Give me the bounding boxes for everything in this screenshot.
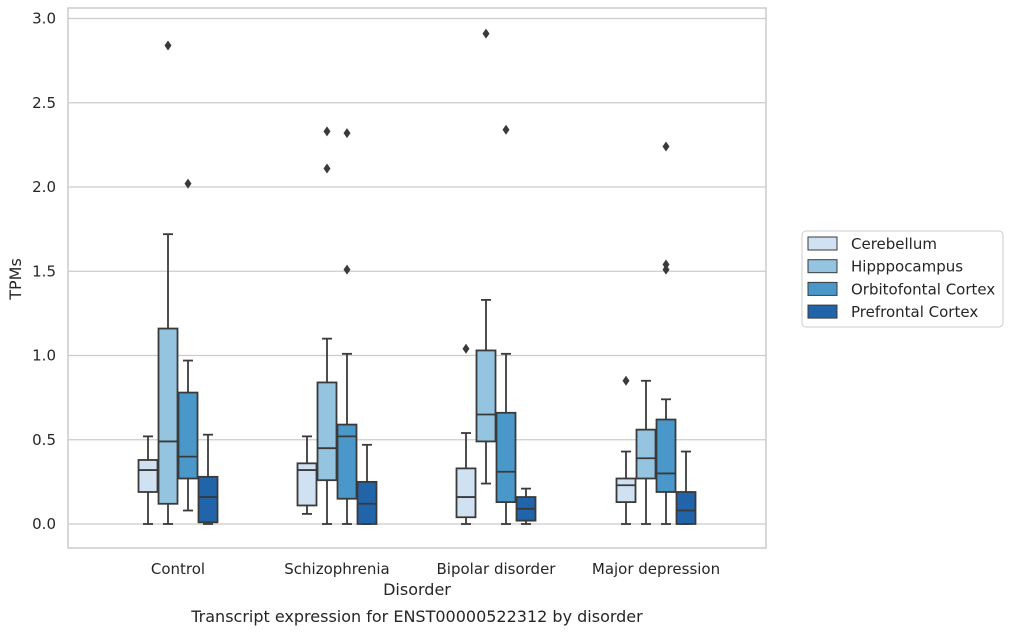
box-hipppocampus	[475, 28, 497, 485]
outlier-point	[502, 124, 510, 135]
outlier-point	[662, 141, 670, 152]
plot-area	[137, 28, 697, 525]
box-orbitofontal-cortex	[336, 128, 358, 525]
box-cerebellum	[296, 435, 318, 515]
legend-swatch	[807, 259, 838, 274]
x-tick-label: Schizophrenia	[284, 560, 389, 578]
box-hipppocampus	[316, 126, 338, 525]
box-iqr	[615, 477, 637, 503]
y-tick-label: 0.0	[32, 515, 56, 533]
box-iqr	[296, 462, 318, 507]
plot-frame	[67, 7, 767, 549]
legend-swatch	[807, 304, 838, 319]
legend-swatch	[807, 236, 838, 251]
box-iqr	[177, 391, 199, 480]
box-iqr	[475, 349, 497, 443]
outlier-point	[164, 40, 172, 51]
x-axis-title: Disorder	[383, 580, 451, 599]
y-tick-label: 2.0	[32, 178, 56, 196]
outlier-point	[323, 163, 331, 174]
box-iqr	[495, 411, 517, 503]
box-iqr	[336, 423, 358, 500]
legend: Cerebellum Hipppocampus Orbitofontal Corte…	[801, 230, 1004, 328]
box-iqr	[675, 491, 697, 525]
outlier-point	[343, 264, 351, 275]
y-tick-label: 1.0	[32, 347, 56, 365]
outlier-point	[482, 28, 490, 39]
box-cerebellum	[455, 343, 477, 525]
x-tick-label: Bipolar disorder	[437, 560, 557, 578]
box-prefrontal-cortex	[515, 487, 537, 525]
outlier-point	[343, 128, 351, 139]
outlier-point	[184, 178, 192, 189]
y-tick-label: 0.5	[32, 431, 56, 449]
outlier-point	[323, 126, 331, 137]
box-orbitofontal-cortex	[177, 178, 199, 512]
outlier-point	[622, 375, 630, 386]
box-iqr	[455, 467, 477, 519]
x-tick-label: Major depression	[592, 560, 720, 578]
box-iqr	[157, 327, 179, 505]
box-prefrontal-cortex	[356, 443, 378, 525]
legend-label: Prefrontal Cortex	[851, 303, 978, 321]
x-tick-label: Control	[151, 560, 205, 578]
legend-frame	[801, 230, 1004, 328]
box-prefrontal-cortex	[197, 433, 219, 525]
x-axis-ticks: Control Schizophrenia Bipolar disorder Majo…	[151, 560, 720, 578]
legend-label: Hipppocampus	[851, 258, 963, 276]
y-tick-label: 3.0	[32, 10, 56, 28]
legend-swatch	[807, 281, 838, 296]
y-axis-title: TPMs	[6, 258, 25, 301]
box-hipppocampus	[635, 379, 657, 525]
legend-label: Orbitofontal Cortex	[851, 280, 995, 298]
box-iqr	[655, 418, 677, 493]
box-orbitofontal-cortex	[495, 124, 517, 525]
box-iqr	[316, 381, 338, 482]
outlier-point	[462, 343, 470, 354]
box-hipppocampus	[157, 40, 179, 525]
y-tick-label: 2.5	[32, 94, 56, 112]
box-iqr	[635, 428, 657, 480]
box-iqr	[137, 459, 159, 493]
box-orbitofontal-cortex	[655, 141, 677, 525]
outlier-point	[662, 259, 670, 270]
y-axis-ticks: 0.0 0.5 1.0 1.5 2.0 2.5 3.0	[32, 10, 56, 534]
figure-caption: Transcript expression for ENST0000052231…	[190, 607, 643, 626]
box-prefrontal-cortex	[675, 450, 697, 525]
box-cerebellum	[615, 375, 637, 525]
box-cerebellum	[137, 435, 159, 525]
box-iqr	[197, 475, 219, 524]
legend-label: Cerebellum	[851, 235, 937, 253]
y-tick-label: 1.5	[32, 262, 56, 280]
outlier-point	[662, 264, 670, 275]
